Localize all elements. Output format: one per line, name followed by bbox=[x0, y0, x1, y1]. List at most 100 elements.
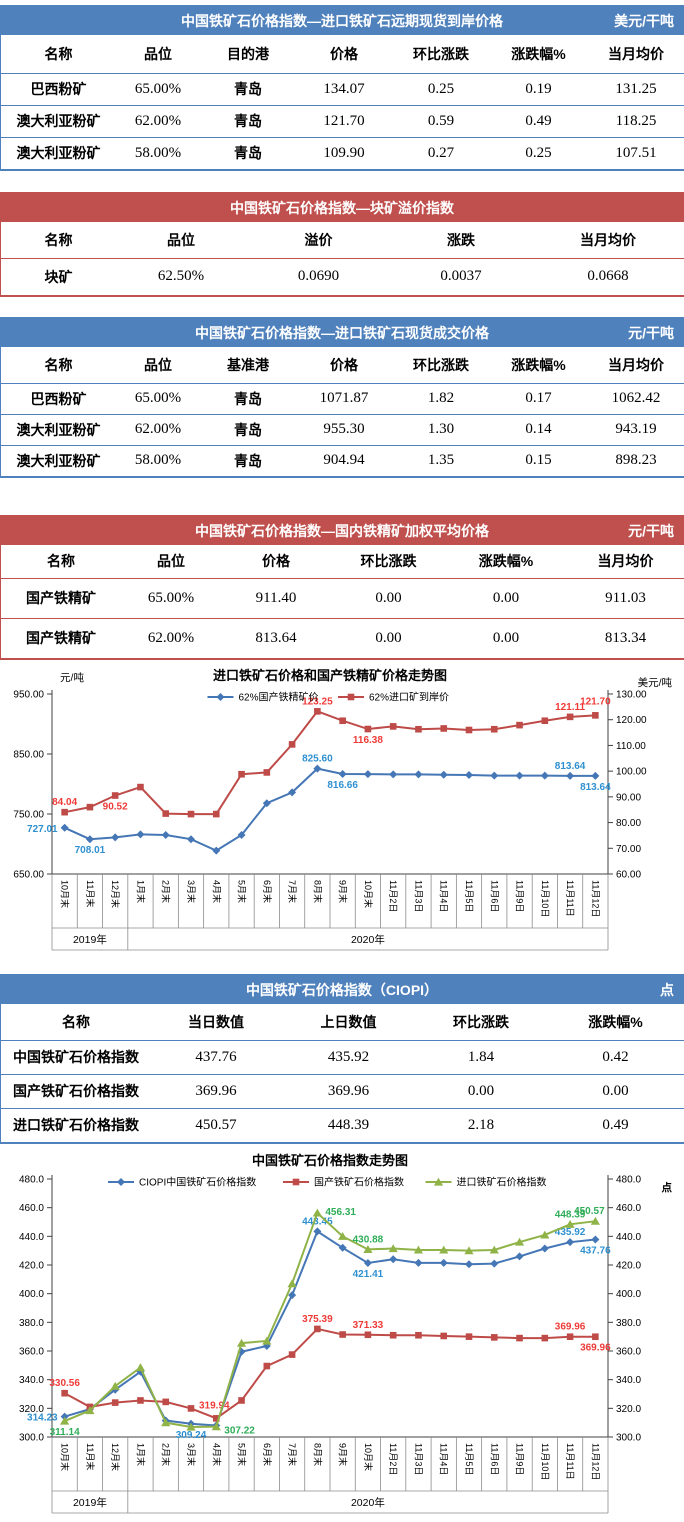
legend-label: 国产铁矿石价格指数 bbox=[314, 1176, 404, 1189]
value-cell: 1.82 bbox=[392, 383, 490, 414]
right-tick-label: 80.00 bbox=[616, 818, 641, 829]
x-tick-label: 3月末 bbox=[186, 1443, 197, 1466]
square-marker bbox=[314, 1325, 321, 1333]
value-cell: 65.00% bbox=[116, 383, 200, 414]
value-cell: 0.00 bbox=[446, 617, 566, 658]
right-tick-label: 420.0 bbox=[616, 1261, 641, 1272]
square-marker bbox=[541, 1334, 549, 1342]
data-label: 430.88 bbox=[353, 1234, 384, 1245]
diamond-marker bbox=[515, 771, 524, 780]
data-label: 121.70 bbox=[580, 696, 611, 707]
data-label: 116.38 bbox=[353, 735, 383, 746]
table-row: 澳大利亚粉矿 62.00% 青岛 955.30 1.30 0.14 943.19 bbox=[1, 413, 684, 445]
left-tick-label: 750.00 bbox=[13, 810, 44, 821]
value-cell: 1071.87 bbox=[296, 383, 392, 414]
x-tick-label: 7月末 bbox=[287, 880, 298, 903]
diamond-marker bbox=[414, 770, 423, 779]
table-title: 中国铁矿石价格指数—进口铁矿石远期现货到岸价格 bbox=[181, 12, 503, 29]
square-marker bbox=[238, 770, 245, 778]
x-tick-label: 11月10日 bbox=[540, 1443, 550, 1480]
table-row: 澳大利亚粉矿 62.00% 青岛 121.70 0.59 0.49 118.25 bbox=[1, 104, 684, 137]
value-cell: 118.25 bbox=[587, 104, 684, 137]
x-tick-label: 12月末 bbox=[110, 880, 121, 908]
value-cell: 813.64 bbox=[221, 617, 331, 658]
triangle-marker bbox=[565, 1220, 575, 1228]
column-header: 品位 bbox=[116, 347, 200, 384]
name-cell: 澳大利亚粉矿 bbox=[1, 413, 116, 445]
table-wrap: 中国铁矿石价格指数—进口铁矿石远期现货到岸价格 美元/干吨 名称 品位 目的港 价格 环比涨… bbox=[0, 5, 684, 171]
triangle-marker bbox=[262, 1336, 272, 1345]
value-cell: 0.15 bbox=[490, 444, 587, 476]
series-line bbox=[64, 710, 596, 816]
table-row: 国产铁精矿 65.00% 911.40 0.00 0.00 911.03 bbox=[1, 578, 684, 618]
year-label: 2020年 bbox=[351, 1496, 385, 1509]
data-label: 813.64 bbox=[580, 782, 611, 793]
triangle-marker bbox=[439, 1245, 449, 1254]
x-tick-label: 5月末 bbox=[237, 1443, 248, 1466]
data-label: 309.24 bbox=[176, 1430, 207, 1441]
legend-label: CIOPI中国铁矿石价格指数 bbox=[139, 1176, 256, 1189]
left-tick-label: 320.0 bbox=[19, 1404, 44, 1415]
left-tick-label: 440.0 bbox=[19, 1232, 44, 1243]
name-cell: 中国铁矿石价格指数 bbox=[1, 1040, 151, 1074]
square-marker bbox=[339, 717, 346, 725]
value-cell: 0.25 bbox=[490, 136, 587, 169]
data-label: 437.76 bbox=[580, 1246, 611, 1257]
diamond-marker bbox=[490, 1259, 499, 1268]
value-cell: 58.00% bbox=[116, 444, 200, 476]
data-label: 371.33 bbox=[353, 1320, 384, 1331]
diamond-marker bbox=[187, 835, 195, 844]
value-cell: 0.00 bbox=[331, 617, 446, 658]
left-tick-label: 300.0 bbox=[19, 1433, 44, 1444]
triangle-marker bbox=[489, 1245, 499, 1254]
value-cell: 0.59 bbox=[392, 104, 490, 137]
diamond-marker bbox=[288, 788, 297, 797]
value-cell: 62.00% bbox=[116, 413, 200, 445]
value-cell: 65.00% bbox=[116, 73, 200, 105]
column-header: 上日数值 bbox=[281, 1004, 416, 1041]
column-header: 品位 bbox=[116, 35, 200, 74]
triangle-marker bbox=[85, 1406, 95, 1415]
left-tick-label: 420.0 bbox=[19, 1261, 44, 1272]
column-header: 环比涨跌 bbox=[392, 35, 490, 74]
diamond-marker bbox=[591, 771, 600, 780]
table-wrap: 中国铁矿石价格指数—块矿溢价指数 名称 品位 溢价 涨跌 当月均价 块矿 62.50% 0.06… bbox=[0, 192, 684, 297]
x-tick-label: 11月2日 bbox=[388, 880, 398, 912]
name-cell: 澳大利亚粉矿 bbox=[1, 136, 116, 169]
table-title-band: 中国铁矿石价格指数（CIOPI） 点 bbox=[1, 975, 683, 1004]
price-table-section-3: 中国铁矿石价格指数—国内铁精矿加权平均价格 元/干吨 名称 品位 价格 环比涨跌 涨跌幅% 当… bbox=[0, 515, 684, 660]
x-tick-label: 12月末 bbox=[110, 1443, 121, 1471]
left-tick-label: 380.0 bbox=[19, 1318, 44, 1329]
diamond-marker bbox=[540, 771, 549, 780]
data-label: 456.31 bbox=[325, 1207, 356, 1218]
data-label: 319.94 bbox=[199, 1400, 230, 1411]
legend-label: 进口铁矿石价格指数 bbox=[457, 1176, 547, 1189]
year-label: 2019年 bbox=[73, 933, 107, 946]
column-header: 当月均价 bbox=[587, 347, 684, 384]
table-title: 中国铁矿石价格指数—国内铁精矿加权平均价格 bbox=[195, 522, 489, 539]
diamond-marker bbox=[60, 823, 69, 832]
table-row: 中国铁矿石价格指数 437.76 435.92 1.84 0.42 bbox=[1, 1040, 684, 1074]
column-header: 涨跌幅% bbox=[446, 545, 566, 579]
column-header: 品位 bbox=[116, 222, 246, 259]
x-tick-label: 6月末 bbox=[262, 880, 273, 903]
name-cell: 青岛 bbox=[200, 104, 296, 137]
table-header-row: 名称 品位 溢价 涨跌 当月均价 bbox=[1, 222, 684, 259]
square-marker bbox=[263, 769, 271, 776]
table-row: 进口铁矿石价格指数 450.57 448.39 2.18 0.49 bbox=[1, 1107, 684, 1142]
data-label: 375.39 bbox=[302, 1314, 333, 1325]
table-wrap: 中国铁矿石价格指数（CIOPI）点名称 当日数值 上日数值 环比涨跌 涨跌幅% 中国铁矿石… bbox=[0, 974, 684, 1144]
square-marker bbox=[111, 1399, 119, 1406]
left-tick-label: 460.0 bbox=[19, 1203, 44, 1214]
column-header: 价格 bbox=[221, 545, 331, 579]
right-tick-label: 110.00 bbox=[616, 741, 646, 752]
x-tick-label: 11月末 bbox=[85, 1443, 96, 1470]
data-label: 448.39 bbox=[555, 1209, 586, 1220]
value-cell: 1.30 bbox=[392, 413, 490, 445]
table-header-row: 名称 品位 目的港 价格 环比涨跌 涨跌幅% 当月均价 bbox=[1, 35, 684, 74]
year-label: 2019年 bbox=[73, 1496, 107, 1509]
x-tick-label: 1月末 bbox=[135, 1443, 146, 1466]
triangle-marker bbox=[186, 1422, 196, 1431]
legend-label: 62%进口矿到岸价 bbox=[369, 691, 449, 704]
